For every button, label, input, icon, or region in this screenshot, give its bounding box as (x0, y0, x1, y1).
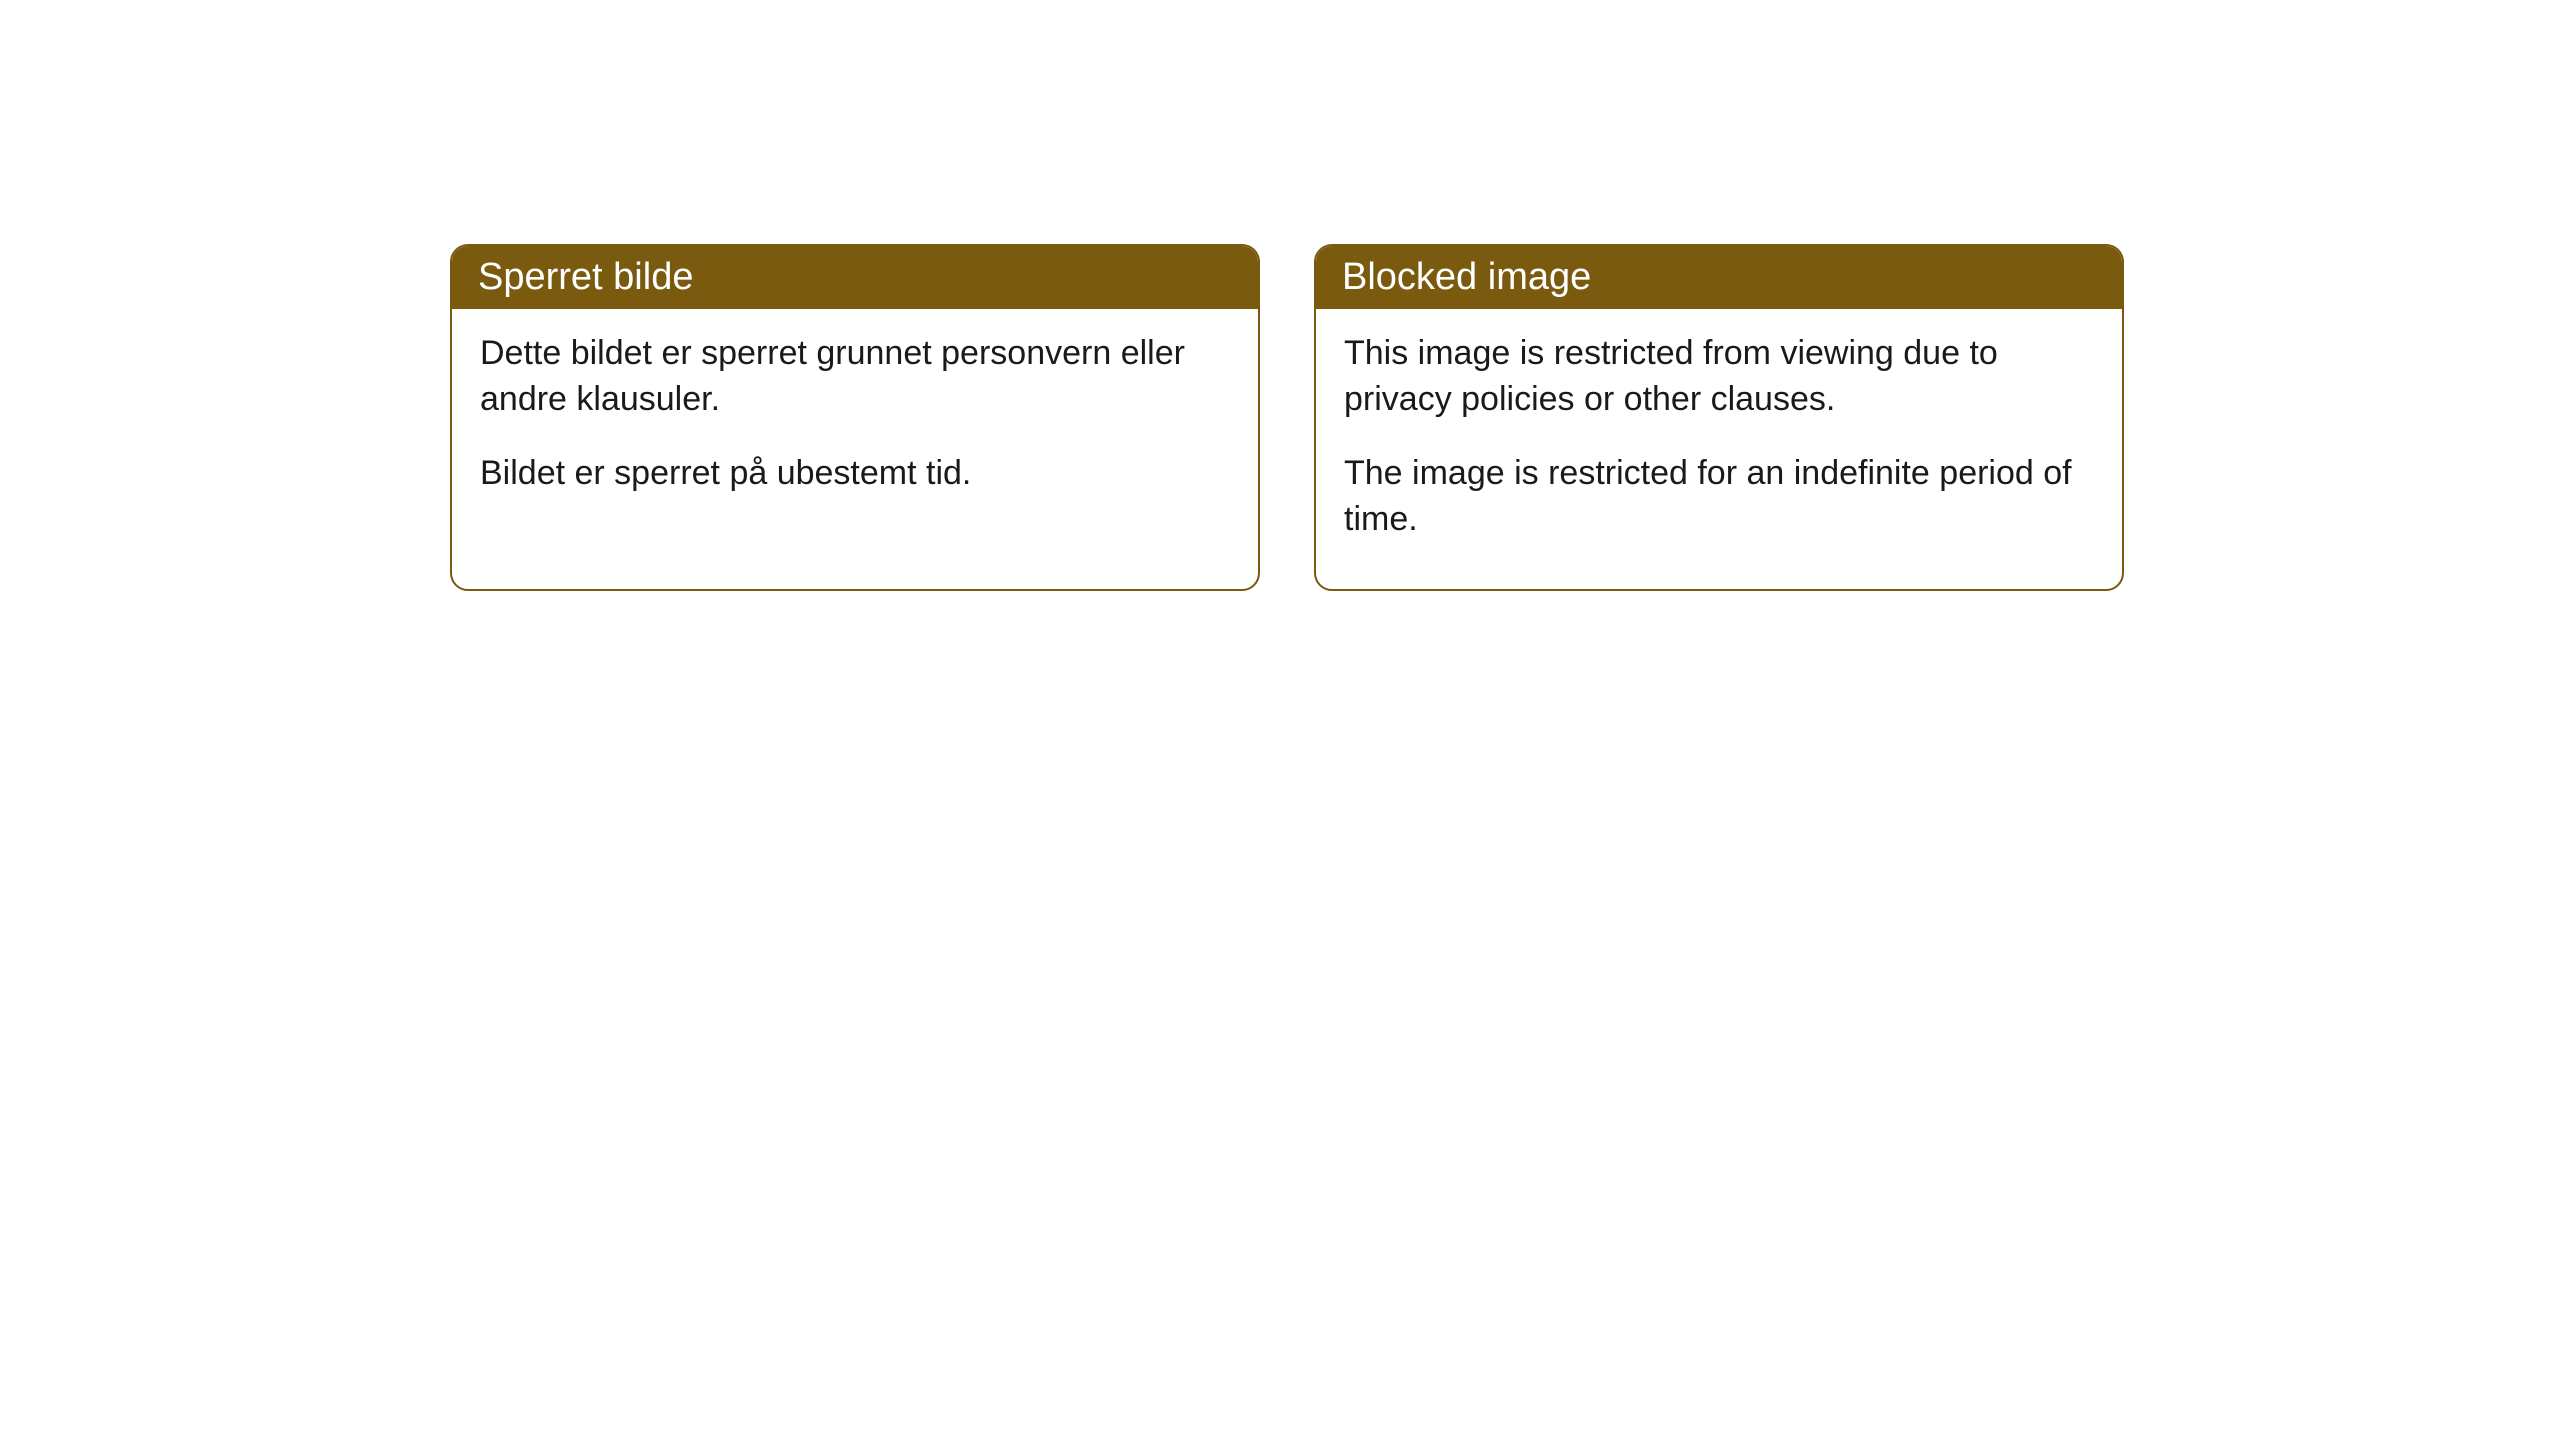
blocked-image-card-english: Blocked image This image is restricted f… (1314, 244, 2124, 591)
card-header: Sperret bilde (452, 246, 1258, 309)
card-paragraph: The image is restricted for an indefinit… (1344, 451, 2094, 543)
card-paragraph: This image is restricted from viewing du… (1344, 331, 2094, 423)
cards-container: Sperret bilde Dette bildet er sperret gr… (0, 0, 2560, 591)
card-body: This image is restricted from viewing du… (1316, 309, 2122, 589)
card-body: Dette bildet er sperret grunnet personve… (452, 309, 1258, 543)
card-title: Sperret bilde (478, 256, 693, 298)
card-paragraph: Dette bildet er sperret grunnet personve… (480, 331, 1230, 423)
card-paragraph: Bildet er sperret på ubestemt tid. (480, 451, 1230, 497)
card-header: Blocked image (1316, 246, 2122, 309)
blocked-image-card-norwegian: Sperret bilde Dette bildet er sperret gr… (450, 244, 1260, 591)
card-title: Blocked image (1342, 256, 1591, 298)
